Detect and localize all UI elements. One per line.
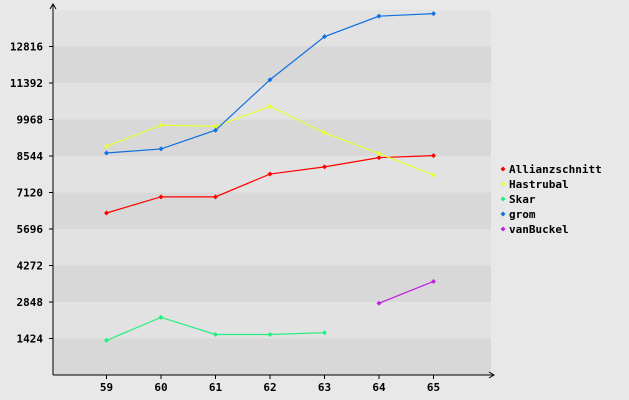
legend-item: Allianzschnitt: [500, 163, 602, 176]
data-point: [322, 330, 327, 336]
legend-marker: [500, 181, 506, 187]
y-tick-label: 2848: [17, 296, 44, 309]
data-point: [267, 103, 273, 109]
data-point: [104, 143, 109, 149]
data-point: [213, 194, 218, 200]
grid-band: [53, 119, 491, 156]
x-tick-label: 60: [154, 381, 167, 394]
y-tick-label: 5696: [17, 223, 44, 236]
legend-item: Skar: [500, 193, 536, 206]
data-point: [376, 300, 382, 306]
data-point: [158, 314, 164, 320]
x-tick-label: 65: [427, 381, 440, 394]
data-point: [376, 151, 382, 157]
x-tick-label: 59: [100, 381, 113, 394]
x-tick-label: 64: [372, 381, 386, 394]
y-axis-arrow: [49, 3, 57, 10]
legend-label: grom: [509, 208, 536, 221]
data-point: [376, 13, 382, 19]
legend-marker: [500, 226, 506, 232]
grid-band: [53, 192, 491, 229]
data-point: [322, 130, 327, 136]
legend-label: Hastrubal: [509, 178, 569, 191]
data-point: [213, 127, 218, 133]
data-point: [431, 11, 436, 17]
grid-band: [53, 265, 491, 302]
legend-item: vanBuckel: [500, 223, 569, 236]
y-tick-label: 8544: [17, 150, 44, 163]
series-skar: [104, 314, 327, 343]
x-axis-ticks: 59 60 61 62 63 64 65: [100, 375, 440, 394]
legend-marker: [500, 196, 506, 202]
legend-item: grom: [500, 208, 536, 221]
y-tick-label: 11392: [10, 77, 43, 90]
grid-band: [53, 10, 491, 47]
grid-band: [53, 46, 491, 83]
legend: Allianzschnitt Hastrubal Skar grom vanBuckel: [500, 163, 602, 236]
data-point: [213, 332, 218, 338]
series-hastrubal: [104, 103, 436, 178]
x-tick-label: 63: [318, 381, 331, 394]
data-point: [104, 210, 109, 216]
grid-bands: [53, 10, 491, 375]
data-point: [376, 155, 382, 161]
legend-marker: [500, 166, 506, 172]
data-point: [267, 77, 273, 83]
y-tick-label: 1424: [17, 333, 44, 346]
data-point: [431, 278, 436, 284]
data-point: [104, 337, 109, 343]
legend-label: vanBuckel: [509, 223, 569, 236]
axes: [49, 3, 495, 379]
data-point: [158, 194, 164, 200]
data-point: [267, 171, 273, 177]
series-line: [378, 280, 434, 304]
legend-label: Skar: [509, 193, 536, 206]
x-tick-label: 61: [209, 381, 223, 394]
data-point: [322, 164, 327, 170]
data-point: [431, 153, 436, 159]
y-tick-label: 7120: [17, 187, 44, 200]
data-point: [267, 332, 273, 338]
y-tick-label: 9968: [17, 114, 44, 127]
y-tick-label: 4272: [17, 260, 44, 273]
data-point: [322, 34, 327, 40]
series-grom: [104, 11, 436, 156]
series-allianzschnitt: [104, 153, 436, 216]
series-vanbuckel: [376, 278, 436, 306]
x-tick-label: 62: [263, 381, 276, 394]
data-point: [158, 146, 164, 152]
legend-label: Allianzschnitt: [509, 163, 602, 176]
legend-marker: [500, 211, 506, 217]
legend-item: Hastrubal: [500, 178, 569, 191]
y-tick-label: 12816: [10, 41, 43, 54]
grid-band: [53, 338, 491, 375]
x-axis-arrow: [488, 371, 495, 379]
series-group: [104, 11, 436, 343]
grid-band: [53, 302, 491, 339]
data-point: [158, 122, 164, 128]
data-point: [213, 123, 218, 129]
data-point: [104, 150, 109, 156]
grid-band: [53, 229, 491, 266]
data-point: [431, 172, 436, 178]
y-axis-ticks: 1424 2848 4272 5696 7120 8544 9968 11392 12816: [10, 41, 53, 346]
grid-band: [53, 83, 491, 120]
